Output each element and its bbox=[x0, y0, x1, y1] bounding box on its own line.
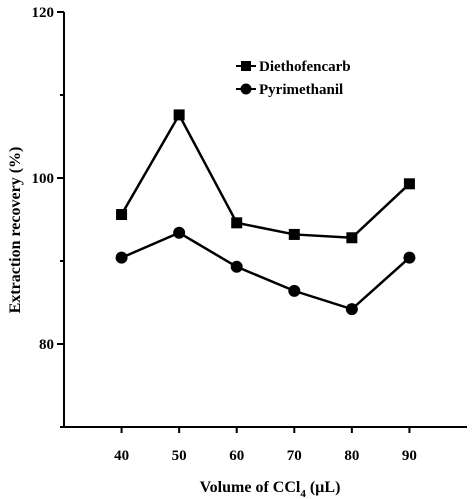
x-tick-label: 70 bbox=[287, 448, 302, 464]
y-ticks: 80 100 120 bbox=[32, 5, 64, 428]
y-axis-title: Extraction recovery (%) bbox=[7, 147, 24, 314]
data-point-pyrimethanil bbox=[288, 284, 301, 297]
y-tick-label: 120 bbox=[32, 5, 55, 21]
data-point-diethofencarb bbox=[403, 178, 415, 190]
data-point-diethofencarb bbox=[173, 109, 185, 121]
x-tick-label: 60 bbox=[229, 448, 244, 464]
series-line-pyrimethanil bbox=[121, 231, 411, 311]
data-point-diethofencarb bbox=[231, 217, 243, 229]
x-ticks: 40 50 60 70 80 90 bbox=[114, 427, 417, 464]
data-point-pyrimethanil bbox=[230, 260, 243, 273]
x-tick-label: 80 bbox=[344, 448, 359, 464]
x-tick-label: 40 bbox=[114, 448, 129, 464]
legend-item-pyrimethanil: Pyrimethanil bbox=[236, 82, 343, 98]
data-point-pyrimethanil bbox=[345, 303, 358, 316]
legend: Diethofencarb Pyrimethanil bbox=[236, 59, 351, 98]
y-tick-label: 100 bbox=[32, 171, 55, 187]
series-line-diethofencarb bbox=[120, 112, 411, 240]
data-point-diethofencarb bbox=[346, 232, 358, 244]
legend-circle-marker bbox=[240, 83, 252, 95]
data-point-diethofencarb bbox=[116, 209, 128, 221]
data-point-pyrimethanil bbox=[173, 226, 186, 239]
data-point-pyrimethanil bbox=[115, 251, 128, 264]
x-axis-title: Volume of CCl4 (µL) bbox=[200, 479, 341, 499]
legend-label-pyrimethanil: Pyrimethanil bbox=[259, 82, 343, 98]
legend-item-diethofencarb: Diethofencarb bbox=[236, 59, 351, 75]
axes bbox=[63, 12, 467, 428]
series-layer bbox=[115, 109, 416, 316]
data-point-pyrimethanil bbox=[403, 251, 416, 264]
data-point-diethofencarb bbox=[288, 228, 300, 240]
y-tick-label: 80 bbox=[39, 337, 54, 353]
x-tick-label: 90 bbox=[402, 448, 417, 464]
legend-square-marker bbox=[241, 61, 251, 71]
legend-label-diethofencarb: Diethofencarb bbox=[259, 59, 351, 75]
x-tick-label: 50 bbox=[172, 448, 187, 464]
